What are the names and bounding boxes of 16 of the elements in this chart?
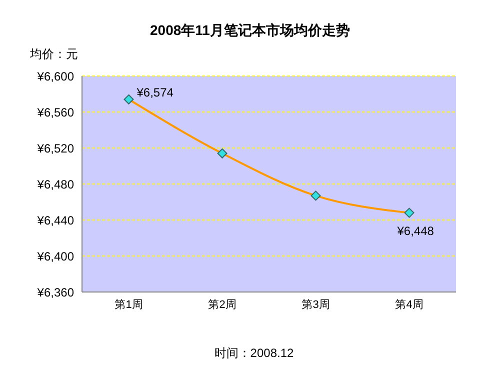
x-tick-label: 第1周 [114,298,143,311]
data-label: ¥6,574 [136,85,174,100]
y-tick-label: ¥6,360 [36,285,74,300]
y-tick-label: ¥6,400 [36,249,74,264]
y-axis-title: 均价：元 [30,46,78,63]
y-tick-label: ¥6,520 [36,141,74,156]
x-tick-label: 第3周 [302,298,330,311]
y-tick-label: ¥6,440 [36,213,74,228]
data-label: ¥6,448 [396,224,434,238]
x-tick-label: 第2周 [208,298,236,311]
y-tick-label: ¥6,600 [36,69,74,84]
y-tick-label: ¥6,560 [36,105,74,120]
text: 时间：2008.12 [214,346,294,360]
chart-title: 2008年11月笔记本市场均价走势 [149,22,351,40]
x-tick-label: 第4周 [395,298,424,311]
y-tick-label: ¥6,480 [36,177,74,192]
